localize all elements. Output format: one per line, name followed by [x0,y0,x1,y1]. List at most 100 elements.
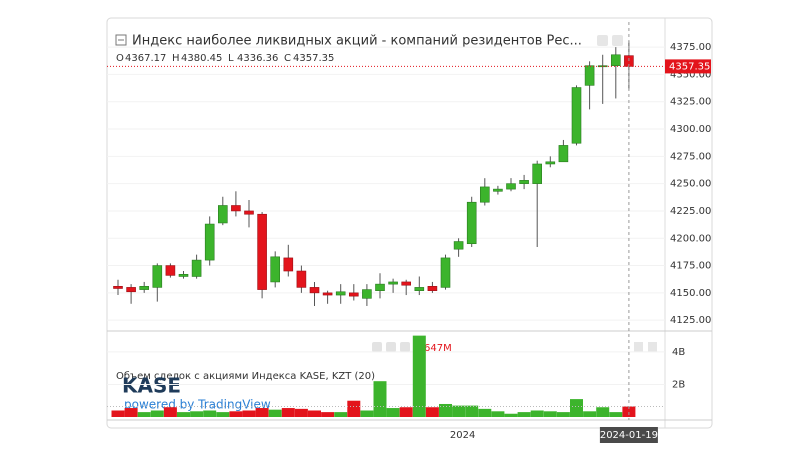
y-tick-label: 4125.00 [670,315,711,326]
logo-powered: powered by TradingView [124,398,271,412]
volume-bar [360,410,374,417]
candle-body [126,287,136,293]
volume-title: Объем сделок с акциями Индекса KASE, KZT… [116,371,375,382]
candle-body [388,281,398,285]
settings-button[interactable] [597,35,608,46]
pane-button[interactable] [634,342,643,352]
volume-bar [281,408,295,417]
candle-body [178,273,189,277]
y-tick-label: 4175.00 [670,261,711,272]
volume-bar [308,410,321,417]
volume-bar [294,408,308,417]
candle-body [414,287,425,291]
candle-body [113,286,123,289]
y-tick-label: 4225.00 [670,206,711,217]
volume-bar [570,399,583,417]
volume-bar [242,410,256,417]
volume-button[interactable] [386,342,396,352]
candle-body [309,287,320,294]
close-button[interactable] [612,35,623,46]
candle-body [493,188,503,192]
volume-tick-label: 4B [672,347,685,358]
y-tick-label: 4325.00 [670,97,711,108]
volume-bar [504,413,518,417]
volume-bar [412,335,426,417]
ohlc-value: 4380.45 [181,53,222,64]
volume-bar [216,412,230,417]
ohlc-value: 4357.35 [293,53,334,64]
volume-bar [203,410,217,417]
volume-bar [517,412,531,417]
collapse-icon[interactable] [115,34,127,46]
volume-bar [543,411,557,417]
candle-body [165,265,176,276]
x-tick-label: 2024 [450,430,475,441]
ohlc-value: 4367.17 [125,53,166,64]
volume-bar [229,411,243,417]
y-tick-label: 4200.00 [670,233,711,244]
candle-body [558,145,569,163]
candle-body [375,283,385,291]
x-tick-label: 2024-01-19 [600,430,658,441]
volume-bar [163,407,177,417]
volume-bar [111,410,125,417]
volume-bar [478,408,492,417]
ohlc-label: C [284,53,291,64]
volume-bar [530,410,544,417]
volume-bar [622,406,636,417]
volume-bar [255,408,269,417]
candle-body [231,205,241,212]
volume-bar [347,400,361,417]
y-tick-label: 4275.00 [670,151,711,162]
volume-bar [452,405,466,417]
candle-body [244,210,254,215]
candle-body [401,281,412,286]
candle-body [610,54,621,66]
candle-body [139,286,149,290]
volume-button[interactable] [372,342,382,352]
volume-bar [268,409,282,417]
candle-body [440,257,451,288]
volume-button[interactable] [400,342,410,352]
candle-body [506,183,516,190]
y-tick-label: 4300.00 [670,124,711,135]
candle-body [218,205,228,224]
ohlc-label: H [172,53,180,64]
logo: KASE [122,374,181,398]
candle-body [348,292,359,297]
volume-bar [491,411,505,417]
candle-body [362,289,372,299]
volume-bar [465,405,479,417]
volume-bar [177,412,190,417]
volume-last-label: 647M [424,343,452,354]
y-tick-label: 4350.00 [670,69,711,80]
volume-bar [439,403,452,417]
candle-body [545,161,556,165]
candle-body [191,259,202,277]
candle-body [296,270,307,288]
candle-body [257,213,267,290]
candle-body [453,241,464,250]
volume-tick-label: 2B [672,379,685,390]
candle-body [283,257,294,272]
ohlc-value: 4336.36 [237,53,278,64]
candle-body [479,186,490,203]
volume-bar [425,407,439,417]
candle-body [519,180,529,184]
volume-bar [124,408,138,417]
y-tick-label: 4150.00 [670,288,711,299]
candle-body [571,87,582,144]
volume-bar [137,412,151,417]
candle-body [152,265,163,288]
pane-button[interactable] [648,342,657,352]
chart-title: Индекс наиболее ликвидных акций - компан… [132,34,582,49]
crosshair-date-box [599,427,658,443]
candle-body [322,292,333,296]
candle-body [532,163,543,184]
volume-bar [386,408,400,417]
last-price-label: 4357.35 [669,61,710,72]
chart-frame [106,17,713,429]
candle-body [584,65,595,86]
candle-body [204,223,215,261]
